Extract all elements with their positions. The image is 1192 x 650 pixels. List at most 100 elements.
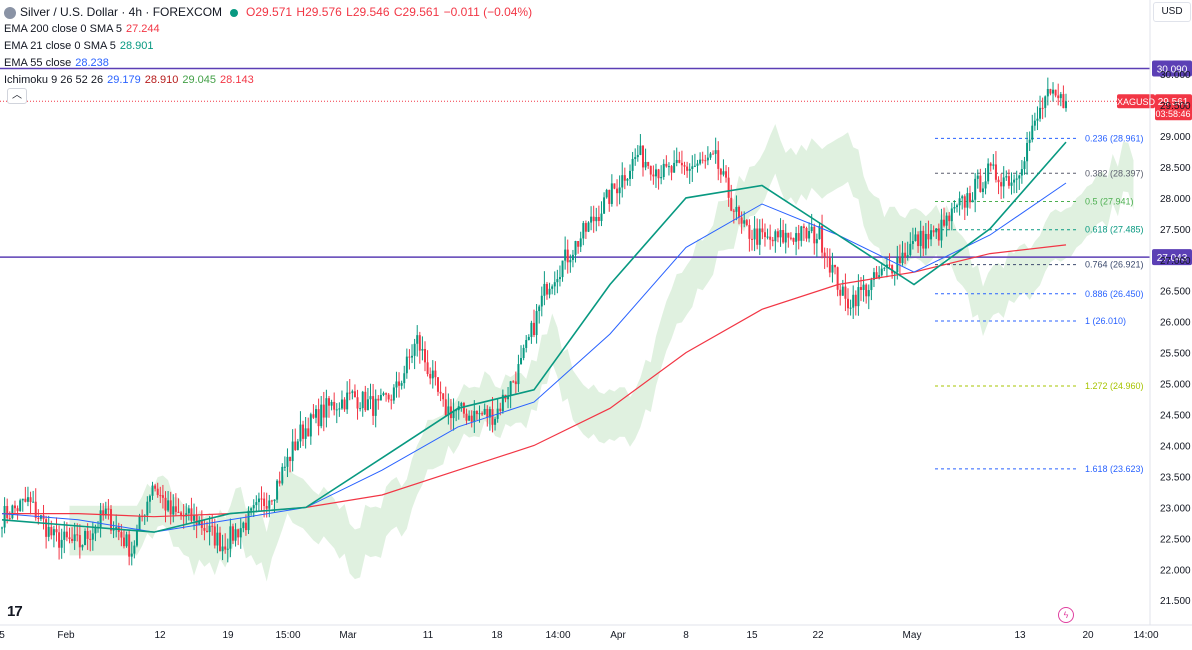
ohlc-close: C29.561 (393, 5, 440, 19)
candle-body (854, 294, 857, 307)
candle-body (927, 233, 930, 240)
candle-body (1049, 89, 1052, 94)
candle-body (333, 401, 336, 410)
candle-body (19, 500, 22, 512)
time-tick-label: 22 (812, 630, 824, 641)
candle-body (831, 264, 834, 273)
candle-body (195, 514, 198, 526)
price-tick-label: 23.000 (1160, 503, 1191, 514)
candle-body (317, 409, 320, 427)
currency-button[interactable]: USD (1153, 2, 1191, 22)
candle-body (950, 208, 953, 222)
candle-body (865, 284, 868, 297)
candle-body (867, 290, 870, 297)
candle-body (45, 519, 48, 537)
fib-label: 0.5 (27.941) (1085, 197, 1134, 207)
candle-body (971, 199, 974, 203)
candle-body (813, 226, 816, 244)
candle-body (338, 408, 341, 410)
lightning-icon[interactable]: ϟ (1058, 607, 1074, 623)
candle-body (392, 387, 395, 401)
candle-body (509, 381, 512, 396)
candle-body (584, 223, 587, 232)
candle-body (883, 267, 886, 269)
candle-body (60, 539, 63, 548)
candle-body (940, 219, 943, 241)
candle-body (839, 289, 842, 296)
indicator-value: 28.901 (119, 40, 154, 52)
candle-body (486, 408, 489, 418)
indicator-ema21[interactable]: EMA 21 close 0 SMA 5 28.901 (4, 38, 533, 55)
candle-body (914, 234, 917, 242)
candle-body (512, 381, 515, 383)
candle-body (577, 241, 580, 247)
candle-body (452, 410, 455, 419)
price-tick-label: 24.000 (1160, 441, 1191, 452)
candle-body (135, 530, 138, 546)
price-tick-label: 28.000 (1160, 194, 1191, 205)
candle-body (50, 526, 53, 536)
candle-body (226, 548, 229, 550)
candle-body (501, 394, 504, 412)
candle-body (206, 530, 209, 533)
candle-body (992, 164, 995, 166)
price-tick-label: 29.500 (1160, 101, 1191, 112)
candle-body (1059, 94, 1062, 99)
indicator-ichimoku[interactable]: Ichimoku 9 26 52 26 29.179 28.910 29.045… (4, 72, 533, 89)
candle-body (704, 160, 707, 162)
fib-label: 0.764 (26.921) (1085, 260, 1144, 270)
candle-body (52, 529, 55, 536)
indicator-ema200[interactable]: EMA 200 close 0 SMA 5 27.244 (4, 21, 533, 38)
candle-body (522, 347, 525, 359)
price-tick-label: 30.000 (1160, 70, 1191, 81)
candle-body (556, 279, 559, 283)
candle-body (351, 391, 354, 393)
candle-body (610, 183, 613, 204)
candle-body (714, 150, 717, 154)
collapse-legend-button[interactable]: ︿ (7, 88, 27, 104)
candle-body (566, 249, 569, 263)
candle-body (58, 532, 61, 548)
candle-body (696, 163, 699, 166)
candle-body (309, 414, 312, 437)
candle-body (263, 498, 266, 507)
candle-body (255, 502, 258, 506)
price-tick-label: 23.500 (1160, 472, 1191, 483)
cloud-area (69, 124, 1134, 582)
candle-body (299, 424, 302, 442)
indicator-value: 29.179 (107, 74, 141, 86)
candle-body (719, 168, 722, 175)
last-price-label: 29.561 (1158, 97, 1189, 108)
candle-body (291, 441, 294, 462)
candle-body (623, 175, 626, 181)
hline-price-tag (1152, 249, 1192, 266)
candle-body (514, 381, 517, 385)
candle-body (810, 226, 813, 232)
candle-body (190, 508, 193, 521)
hline-price-label: 27.043 (1157, 253, 1188, 264)
candle-body (94, 527, 97, 534)
candle-body (818, 225, 821, 240)
candle-body (161, 495, 164, 498)
candle-body (63, 531, 66, 540)
symbol-tag-label: XAGUSD (1117, 97, 1156, 107)
candle-body (935, 228, 938, 233)
price-tick-label: 28.500 (1160, 163, 1191, 174)
candle-body (361, 391, 364, 409)
candle-body (76, 534, 79, 536)
candle-body (346, 392, 349, 410)
candle-body (748, 225, 751, 239)
indicator-label: EMA 21 close 0 SMA 5 (4, 40, 116, 52)
candle-body (154, 485, 157, 489)
candle-body (857, 287, 860, 307)
candle-body (436, 377, 439, 392)
candle-body (732, 210, 735, 212)
candle-body (151, 485, 154, 496)
candle-body (120, 531, 123, 538)
candle-body (847, 298, 850, 309)
symbol-row[interactable]: Silver / U.S. Dollar · 4h · FOREXCOM O29… (4, 4, 533, 21)
candle-body (917, 234, 920, 247)
candle-body (592, 216, 595, 222)
indicator-ema55[interactable]: EMA 55 close 28.238 (4, 55, 533, 72)
